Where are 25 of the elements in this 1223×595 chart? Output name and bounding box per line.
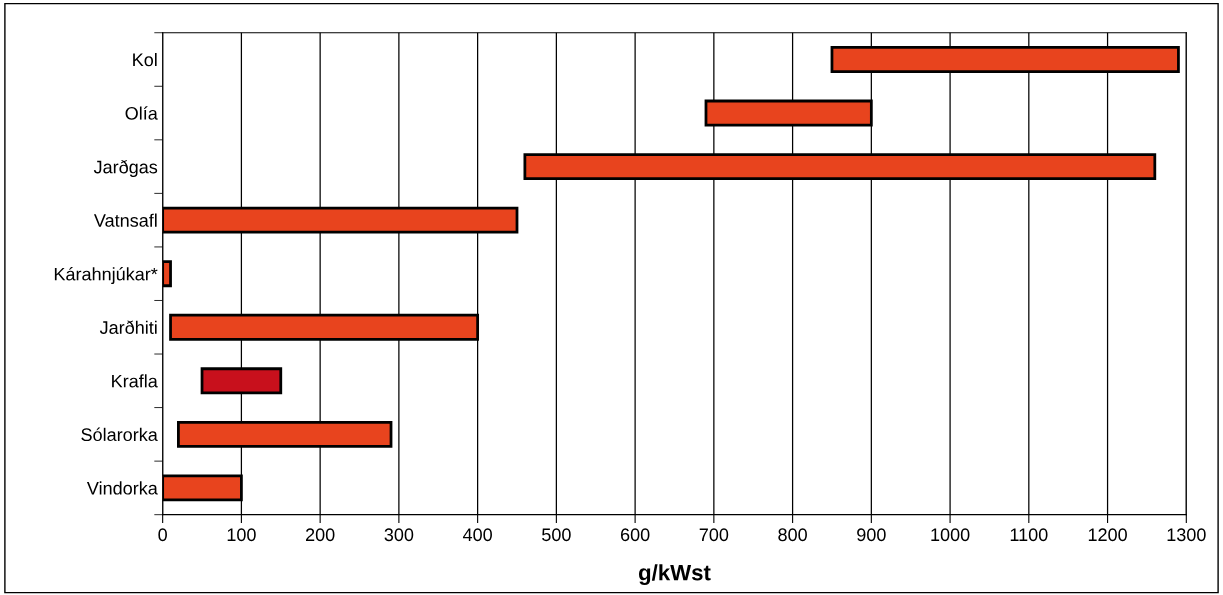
y-tick-label: Vindorka (86, 481, 158, 495)
y-tick-label: Kol (133, 52, 157, 67)
x-tick-label: 800 (778, 528, 807, 542)
x-tick-label: 1300 (1167, 528, 1206, 542)
x-axis-title: g/kWst (638, 564, 711, 585)
bar (162, 260, 172, 288)
y-tick-label: Jarðhiti (99, 320, 157, 334)
y-tick-label: Olía (125, 106, 158, 120)
x-tick-label: 1200 (1088, 528, 1127, 542)
y-tick-label: Kárahnjúkar* (54, 267, 158, 285)
x-tick-label: 500 (542, 528, 571, 542)
y-tick-label: Jarðgas (93, 159, 158, 178)
y-tick-label: Vatnsafl (93, 213, 157, 227)
x-tick-label: 700 (699, 528, 729, 542)
x-tick-label: 600 (620, 528, 650, 542)
x-tick-label: 400 (462, 528, 492, 542)
y-tick-label: Krafla (112, 374, 158, 388)
y-tick-label: Sólarorka (81, 427, 158, 442)
x-tick-label: 300 (384, 528, 414, 542)
x-tick-label: 0 (158, 528, 167, 542)
x-tick-label: 200 (305, 528, 335, 542)
x-tick-label: 1000 (931, 528, 970, 542)
x-tick-label: 1100 (1010, 528, 1048, 542)
x-tick-label: 100 (227, 528, 256, 542)
x-tick-label: 900 (857, 528, 886, 542)
